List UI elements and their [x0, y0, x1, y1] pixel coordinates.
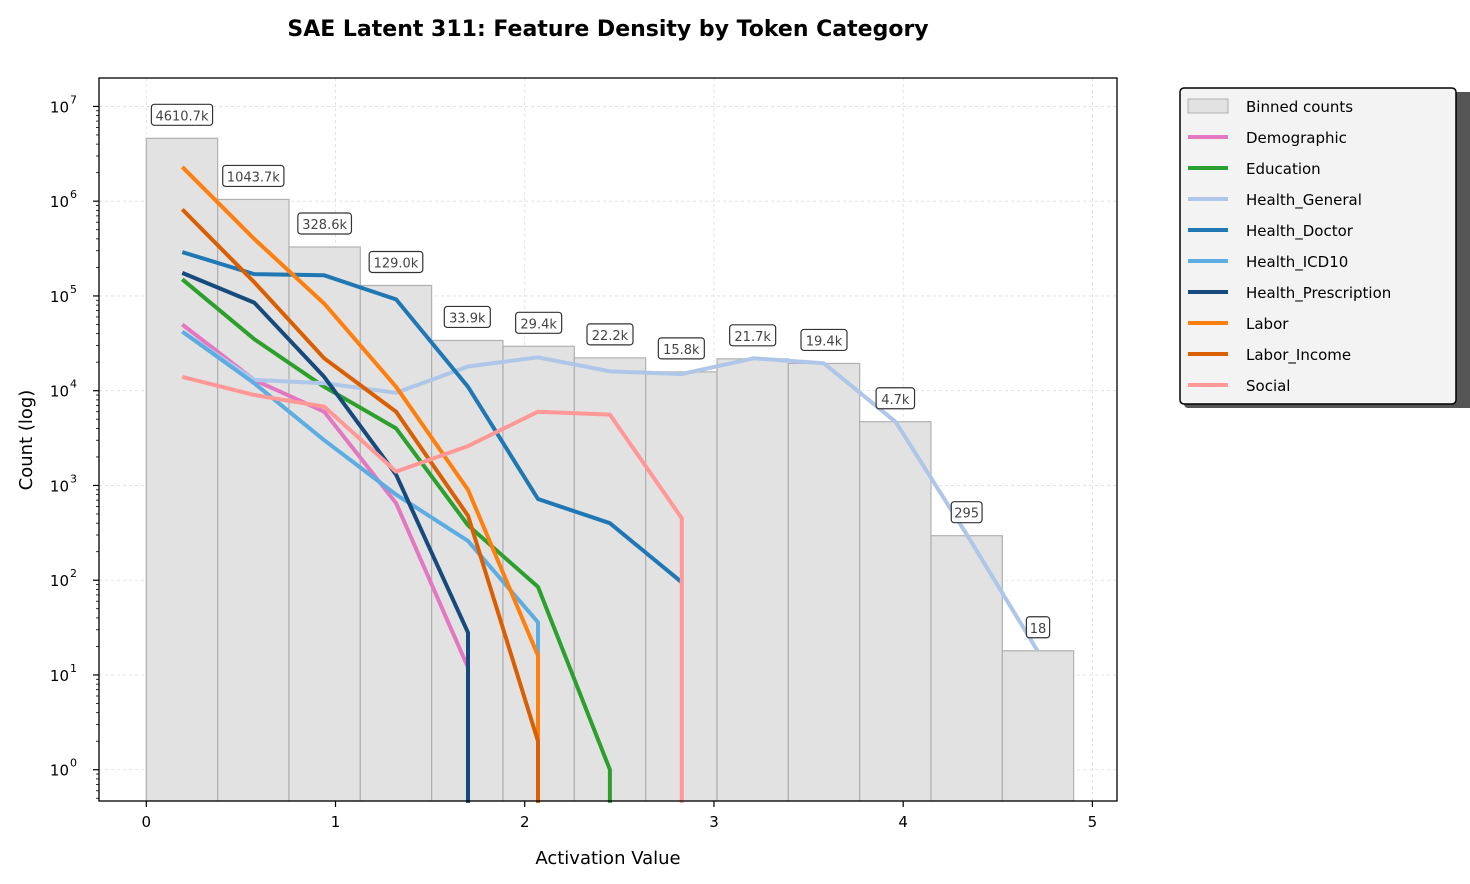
bar-value-label-box	[515, 311, 563, 334]
histogram-bar	[288, 246, 361, 802]
legend-label-health-general: Health_General	[1246, 191, 1362, 210]
bar-value-label-box	[950, 501, 983, 524]
legend-label-binned-counts: Binned counts	[1246, 98, 1353, 116]
legend-box	[1179, 87, 1457, 405]
legend-label-health-doctor: Health_Doctor	[1246, 222, 1354, 241]
series-line-health-icd10	[181, 329, 540, 803]
y-tick-label: 10	[50, 667, 69, 685]
histogram-bar	[930, 535, 1003, 802]
bar-value-label-box	[222, 164, 285, 188]
histogram-bar	[573, 357, 647, 802]
x-tick-label: 4	[898, 813, 908, 831]
y-tick-label: 10	[50, 193, 69, 211]
bar-value-label: 29.4k	[520, 317, 557, 332]
y-axis-label: Count (log)	[16, 390, 37, 491]
bar-value-label-box	[368, 250, 424, 274]
bar-value-label-box	[586, 323, 634, 346]
series-line-health-prescription	[181, 271, 470, 803]
series-line-health-general	[181, 329, 1040, 652]
y-tick-label-exponent: 3	[70, 472, 77, 485]
bar-value-label: 129.0k	[374, 256, 419, 271]
legend-label-labor-income: Labor_Income	[1246, 346, 1351, 365]
histogram-bar	[787, 362, 861, 802]
legend-label-labor: Labor	[1246, 315, 1289, 333]
bar-value-label-box	[657, 337, 705, 360]
y-tick-label: 10	[50, 572, 69, 590]
bar-value-label-box	[150, 103, 214, 126]
bar-value-label: 4.7k	[881, 393, 910, 408]
histogram-bar	[1001, 650, 1075, 802]
y-tick-label-exponent: 4	[70, 378, 77, 391]
bar-value-label: 328.6k	[302, 218, 347, 233]
histogram-bar	[716, 358, 789, 802]
series-line-labor-income	[180, 207, 540, 803]
histogram-bar	[359, 284, 433, 802]
histogram-bar	[145, 137, 219, 802]
bar-value-label: 18	[1030, 622, 1047, 637]
y-tick-label-exponent: 7	[70, 93, 77, 106]
bar-value-label: 22.2k	[592, 329, 629, 344]
y-tick-label-exponent: 0	[70, 757, 77, 770]
bar-value-label-box	[875, 387, 916, 410]
bar-value-label-box	[1025, 616, 1051, 639]
y-tick-label-exponent: 2	[70, 567, 77, 580]
plot-frame	[98, 77, 1118, 802]
bar-value-label-box	[800, 328, 848, 352]
bar-value-label: 33.9k	[449, 311, 486, 326]
legend-label-social: Social	[1246, 377, 1290, 395]
bar-value-labels: 4610.7k 1043.7k 328.6k 129.0k 33.9k 29.4k 22.2…	[150, 103, 1051, 639]
legend-label-health-icd10: Health_ICD10	[1246, 253, 1348, 272]
legend-swatch-binned-counts	[1187, 98, 1229, 114]
y-tick-label-exponent: 6	[70, 188, 77, 201]
x-axis-label: Activation Value	[535, 848, 680, 869]
y-tick-label: 10	[50, 98, 69, 116]
bar-value-label: 4610.7k	[155, 109, 208, 124]
bar-value-label: 21.7k	[734, 330, 771, 345]
histogram-bar	[859, 421, 932, 802]
bar-value-label-box	[729, 324, 777, 347]
y-tick-label: 10	[50, 288, 69, 306]
y-tick-label-exponent: 5	[70, 283, 77, 296]
x-tick-label: 1	[331, 813, 341, 831]
y-tick-label: 10	[50, 477, 69, 495]
bar-value-label: 19.4k	[806, 334, 843, 349]
legend: Binned counts Demographic Education Health_…	[1179, 87, 1470, 408]
legend-label-demographic: Demographic	[1246, 129, 1347, 147]
y-tick-label: 10	[50, 383, 69, 401]
legend-label-health-prescription: Health_Prescription	[1246, 284, 1391, 303]
series-line-health-doctor	[181, 250, 684, 584]
bar-value-label-box	[443, 305, 491, 329]
x-tick-label: 2	[520, 813, 530, 831]
series-line-education	[181, 277, 612, 803]
legend-label-education: Education	[1246, 160, 1321, 178]
x-tick-label: 5	[1088, 813, 1098, 831]
chart-title: SAE Latent 311: Feature Density by Token…	[287, 17, 928, 42]
series-line-social	[181, 374, 684, 803]
bar-value-label: 1043.7k	[227, 170, 280, 185]
x-tick-label: 3	[709, 813, 719, 831]
histogram-bar	[217, 198, 290, 802]
x-tick-label: 0	[142, 813, 152, 831]
series-lines	[180, 165, 1040, 803]
bar-value-label: 15.8k	[663, 343, 700, 358]
bar-value-label: 295	[954, 507, 979, 522]
series-line-labor	[180, 165, 540, 803]
y-tick-label: 10	[50, 762, 69, 780]
bar-value-label-box	[297, 212, 353, 235]
y-tick-label-exponent: 1	[70, 662, 77, 675]
legend-entries: Binned counts Demographic Education Health_…	[1187, 98, 1391, 395]
histogram-bars	[145, 137, 1075, 802]
